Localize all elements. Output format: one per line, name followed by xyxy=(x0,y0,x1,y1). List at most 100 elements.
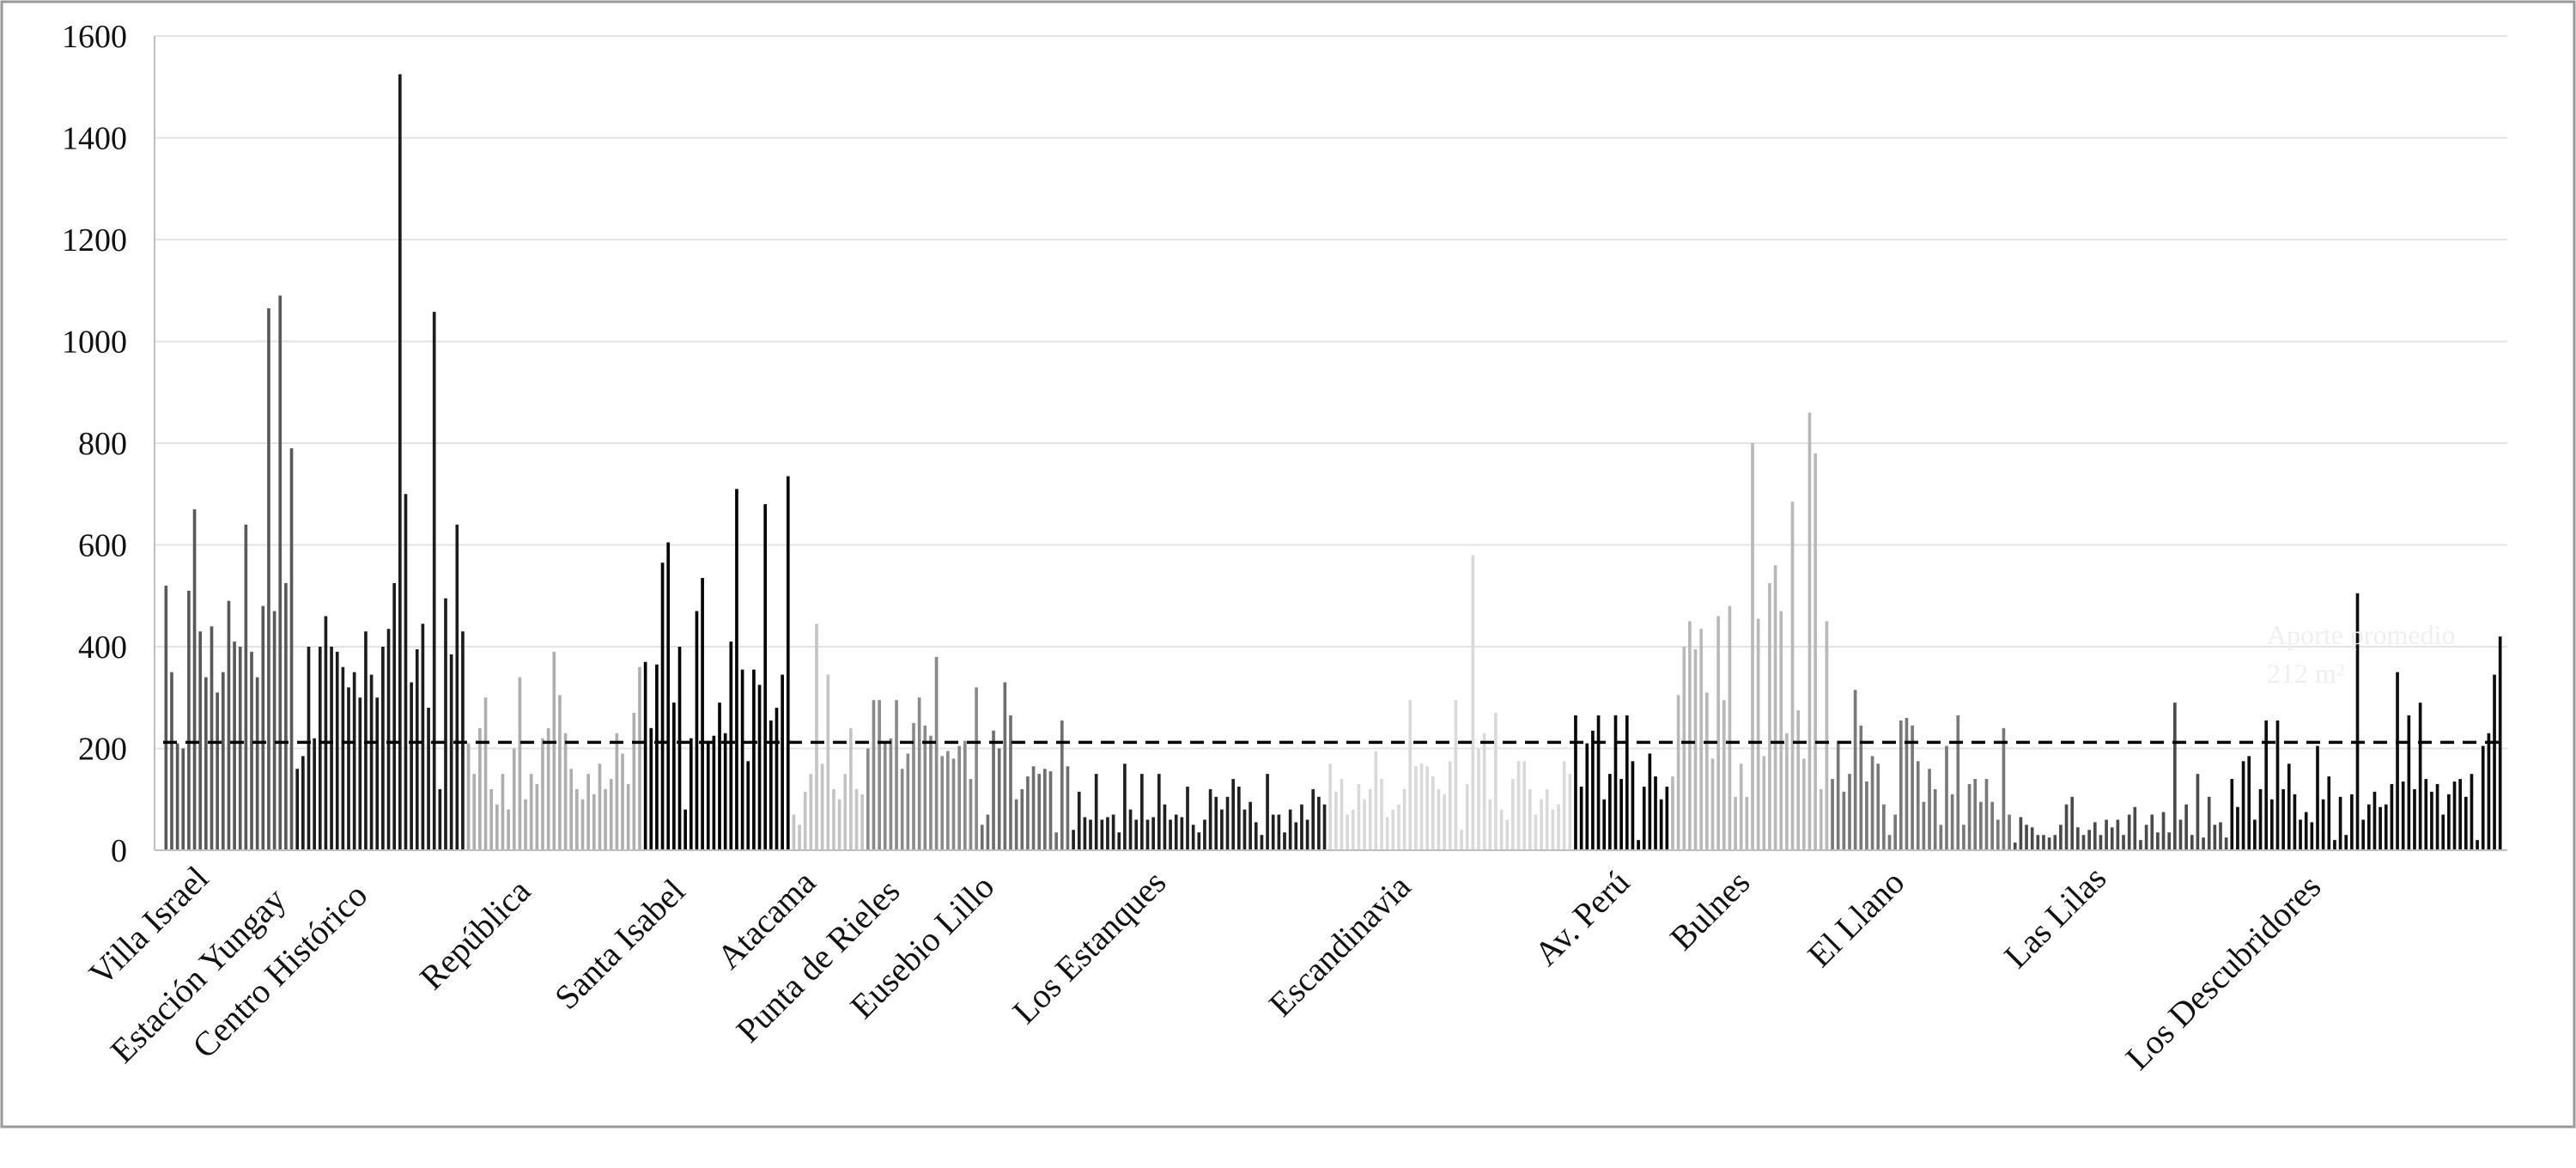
y-tick-label: 600 xyxy=(78,528,127,564)
bar xyxy=(278,295,283,850)
bar xyxy=(912,722,915,851)
bar xyxy=(706,740,710,850)
bar xyxy=(324,616,328,850)
bar xyxy=(1402,788,1406,850)
bar xyxy=(2093,822,2097,850)
bar xyxy=(1043,769,1047,850)
bar xyxy=(1762,756,1766,850)
bar xyxy=(1397,804,1400,850)
bar xyxy=(181,748,185,850)
bar xyxy=(2379,806,2382,850)
bar xyxy=(854,788,859,850)
bar xyxy=(164,585,168,850)
bar xyxy=(1705,692,1709,850)
bar xyxy=(398,74,402,850)
bar xyxy=(2350,794,2354,850)
bar xyxy=(2493,674,2496,850)
bar xyxy=(2133,806,2137,850)
bar xyxy=(2413,788,2416,850)
bar xyxy=(558,695,562,850)
bar xyxy=(1094,774,1098,851)
bar xyxy=(1368,788,1372,850)
bar xyxy=(963,740,967,850)
bar xyxy=(307,647,311,850)
bar xyxy=(997,748,1001,850)
bar xyxy=(1077,791,1081,850)
bar xyxy=(638,666,641,850)
bar xyxy=(580,799,585,850)
bar xyxy=(2464,796,2468,850)
bar xyxy=(1169,819,1172,850)
bar xyxy=(2167,832,2172,850)
bar xyxy=(478,727,482,850)
bar xyxy=(735,489,738,850)
bar xyxy=(1380,779,1383,850)
bar xyxy=(1848,774,1851,851)
bar xyxy=(701,578,704,850)
bar xyxy=(210,626,214,850)
bar xyxy=(386,629,391,850)
bar xyxy=(900,769,904,850)
bar xyxy=(1037,774,1042,851)
bar xyxy=(2042,835,2045,850)
bar xyxy=(444,598,447,850)
bar xyxy=(369,674,374,850)
bar xyxy=(489,788,493,850)
bar xyxy=(1842,791,1846,850)
bar xyxy=(2270,799,2274,850)
bar xyxy=(347,687,350,850)
bar xyxy=(1266,774,1269,851)
bar xyxy=(1225,796,1230,850)
bar xyxy=(1882,804,1886,850)
bar xyxy=(1203,819,1206,850)
bar xyxy=(1048,771,1053,850)
bar xyxy=(216,692,219,850)
bar xyxy=(2087,830,2091,850)
bar xyxy=(364,631,368,850)
bar xyxy=(1734,796,1737,850)
bar xyxy=(438,788,442,850)
bar xyxy=(849,727,853,850)
bar xyxy=(507,809,510,850)
y-tick-label: 1200 xyxy=(62,222,127,259)
bar xyxy=(2407,715,2411,850)
bar xyxy=(815,624,818,850)
bar xyxy=(2424,779,2428,850)
bar xyxy=(1768,582,1771,850)
bar xyxy=(809,774,813,851)
bar xyxy=(1859,725,1863,850)
bar xyxy=(1922,801,1926,850)
bar xyxy=(1637,840,1640,850)
bar xyxy=(917,697,921,850)
bar xyxy=(501,774,505,851)
bar xyxy=(512,748,516,850)
bar xyxy=(906,753,910,850)
bar xyxy=(1693,648,1698,850)
bar xyxy=(2304,812,2308,850)
bar xyxy=(563,733,568,850)
bar xyxy=(1831,779,1834,850)
bar xyxy=(2110,827,2114,850)
bar xyxy=(1562,761,1566,850)
bar xyxy=(1437,788,1441,850)
bars xyxy=(164,74,2502,851)
bar xyxy=(2487,733,2491,850)
bar xyxy=(1300,804,1303,850)
bar xyxy=(1283,832,1286,850)
bar xyxy=(421,624,425,850)
y-tick-label: 800 xyxy=(78,426,127,462)
bar xyxy=(575,788,579,850)
bar xyxy=(552,651,556,850)
bar xyxy=(718,703,721,850)
bar xyxy=(2361,819,2365,850)
y-axis-ticks: 0 200 400 600 800 1000 1200 1400 1600 xyxy=(62,19,127,869)
bar xyxy=(1271,814,1275,850)
bar xyxy=(1945,745,1948,850)
bar xyxy=(2070,796,2075,850)
bar xyxy=(609,779,613,850)
bar xyxy=(2002,727,2006,850)
bar xyxy=(2008,814,2011,850)
bar xyxy=(1374,751,1378,850)
